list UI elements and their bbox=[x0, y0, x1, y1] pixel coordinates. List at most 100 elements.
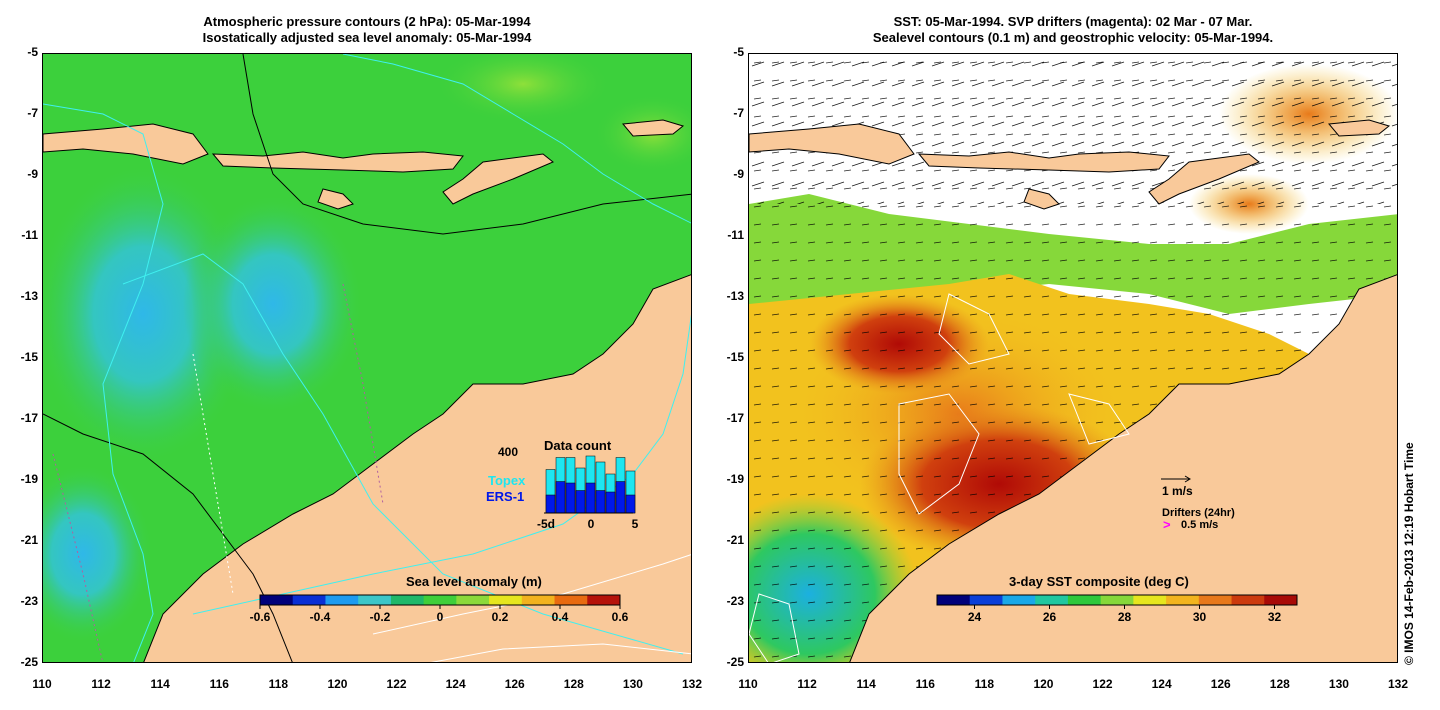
longitude-tick: 124 bbox=[1151, 677, 1172, 691]
left-title-line2: Isostatically adjusted sea level anomaly… bbox=[202, 30, 532, 45]
sst-colorbar bbox=[936, 594, 1298, 606]
latitude-tick: -7 bbox=[27, 106, 38, 120]
sst-colorbar-frame bbox=[936, 594, 1298, 606]
latitude-tick: -21 bbox=[726, 533, 744, 547]
sst-colorbar-segment bbox=[1166, 595, 1200, 605]
right-title-line1: SST: 05-Mar-1994. SVP drifters (magenta)… bbox=[893, 14, 1253, 29]
longitude-tick: 128 bbox=[563, 677, 584, 691]
sea-level-contour-1 bbox=[898, 393, 980, 515]
longitude-tick: 132 bbox=[681, 677, 703, 691]
topex-track-1 bbox=[43, 103, 164, 662]
sst-colorbar-segment bbox=[1035, 595, 1069, 605]
longitude-tick: 116 bbox=[209, 677, 229, 691]
velocity-scale-label: 1 m/s bbox=[1162, 484, 1193, 498]
sst-colorbar-tick-label: 30 bbox=[1193, 610, 1207, 624]
data-count-title: Data count bbox=[544, 438, 612, 453]
anomaly-high-north bbox=[433, 54, 613, 124]
sla-colorbar-tick-label: 0 bbox=[437, 610, 444, 624]
sst-colorbar-label: 3-day SST composite (deg C) bbox=[1009, 574, 1189, 589]
imos-credit: © IMOS 14-Feb-2013 12:19 Hobart Time bbox=[1402, 442, 1416, 665]
sla-colorbar-tick-label: -0.4 bbox=[310, 610, 331, 624]
sea-level-map-svg: Sea level anomaly (m) -0.6 -0.4 -0.2 0 0.2 0.… bbox=[43, 54, 691, 662]
latitude-tick: -11 bbox=[21, 228, 38, 242]
timor-island bbox=[442, 153, 554, 205]
sla-colorbar-segment bbox=[260, 595, 294, 605]
latitude-tick: -25 bbox=[20, 655, 38, 669]
ers-track-3 bbox=[192, 353, 234, 595]
latitude-tick: -5 bbox=[733, 45, 744, 59]
sla-colorbar-tick-label: -0.6 bbox=[250, 610, 271, 624]
sst-colorbar-segment bbox=[1067, 595, 1102, 605]
drifter-arrow-icon: > bbox=[1163, 517, 1171, 532]
longitude-tick: 130 bbox=[622, 677, 643, 691]
latitude-tick: -19 bbox=[20, 472, 38, 486]
longitude-tick: 120 bbox=[1033, 677, 1054, 691]
latitude-tick: -13 bbox=[726, 289, 744, 303]
ers-count-bar bbox=[555, 481, 566, 514]
sla-colorbar-segment bbox=[521, 595, 556, 605]
latitude-tick: -17 bbox=[726, 411, 744, 425]
sst-colorbar-segment bbox=[969, 595, 1003, 605]
right-map-title: SST: 05-Mar-1994. SVP drifters (magenta)… bbox=[748, 14, 1398, 46]
right-title-line2: Sealevel contours (0.1 m) and geostrophi… bbox=[872, 30, 1274, 45]
drifters-label: Drifters (24hr) bbox=[1162, 507, 1235, 519]
sst-map: 1 m/s Drifters (24hr) > 0.5 m/s 3-day SS… bbox=[748, 53, 1398, 663]
sst-colorbar-segment bbox=[937, 595, 971, 605]
sea-level-contour-3 bbox=[938, 293, 1010, 365]
longitude-tick: 122 bbox=[386, 677, 407, 691]
data-count-xtick-label: -5d bbox=[537, 517, 555, 531]
latitude-tick: -11 bbox=[727, 228, 744, 242]
topex-track-3 bbox=[342, 54, 691, 224]
longitude-tick: 114 bbox=[856, 677, 876, 691]
data-count-histogram bbox=[545, 455, 636, 514]
ers-count-bar bbox=[565, 482, 576, 514]
longitude-tick: 130 bbox=[1328, 677, 1349, 691]
timor-island bbox=[1148, 153, 1260, 205]
sla-contour-1 bbox=[372, 554, 691, 635]
longitude-tick: 126 bbox=[504, 677, 525, 691]
sst-colorbar-tick-label: 24 bbox=[968, 610, 982, 624]
ers-count-bar bbox=[545, 494, 556, 514]
latitude-tick: -17 bbox=[20, 411, 38, 425]
sst-colorbar-segment bbox=[1198, 595, 1233, 605]
latitude-tick: -13 bbox=[20, 289, 38, 303]
anomaly-low-central bbox=[183, 194, 363, 414]
latitude-tick: -7 bbox=[733, 106, 744, 120]
ers-count-bar bbox=[575, 490, 586, 514]
pressure-contour-2 bbox=[242, 54, 691, 235]
sla-colorbar-label: Sea level anomaly (m) bbox=[406, 574, 542, 589]
longitude-tick: 120 bbox=[327, 677, 348, 691]
sla-colorbar-segment bbox=[423, 595, 457, 605]
sla-colorbar bbox=[259, 594, 621, 606]
sla-colorbar-segment bbox=[358, 595, 392, 605]
data-count-xtick-label: 5 bbox=[632, 517, 639, 531]
sea-level-contour-2 bbox=[749, 593, 800, 662]
sst-colorbar-tick-label: 28 bbox=[1118, 610, 1132, 624]
sla-colorbar-segment bbox=[325, 595, 359, 605]
ers-track-2 bbox=[342, 283, 384, 505]
ers-count-bar bbox=[605, 491, 616, 514]
pressure-contour-1 bbox=[43, 413, 293, 662]
sumba-island bbox=[1023, 188, 1060, 210]
longitude-tick: 116 bbox=[915, 677, 935, 691]
data-count-ylabel: 400 bbox=[498, 445, 518, 459]
latitude-tick: -23 bbox=[20, 594, 38, 608]
sla-contour-2 bbox=[430, 643, 691, 662]
sla-colorbar-segment bbox=[554, 595, 588, 605]
sla-colorbar-segment bbox=[587, 595, 621, 605]
sla-colorbar-segment bbox=[292, 595, 326, 605]
lesser-sunda-islands bbox=[211, 151, 464, 173]
sla-colorbar-segment bbox=[456, 595, 490, 605]
tanimbar-island bbox=[622, 119, 685, 137]
ers-legend-label: ERS-1 bbox=[486, 489, 524, 504]
sla-colorbar-ticks: -0.6 -0.4 -0.2 0 0.2 0.4 0.6 bbox=[250, 605, 629, 624]
sst-colorbar-segment bbox=[1231, 595, 1265, 605]
sst-colorbar-tick-label: 26 bbox=[1043, 610, 1057, 624]
ers-count-bar bbox=[595, 490, 606, 514]
topex-legend-label: Topex bbox=[488, 473, 526, 488]
sst-colorbar-segment bbox=[1133, 595, 1167, 605]
sumba-island bbox=[317, 188, 354, 210]
longitude-tick: 126 bbox=[1210, 677, 1231, 691]
data-count-xlabels: -5d 0 5 bbox=[537, 517, 639, 531]
left-title-line1: Atmospheric pressure contours (2 hPa): 0… bbox=[203, 14, 531, 29]
